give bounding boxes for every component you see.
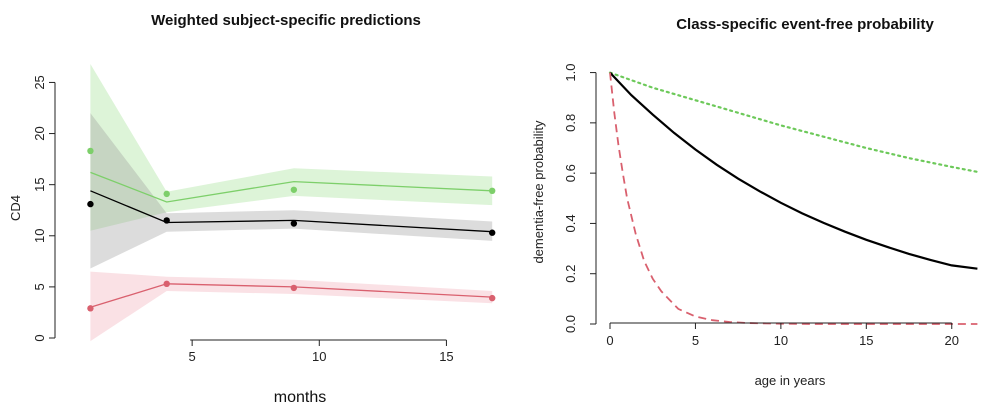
left-axes: 0 5 10 15 20 25 5 10 15 <box>32 75 454 364</box>
right-x-tick-label: 15 <box>859 333 873 348</box>
right-survival-curves <box>608 71 979 325</box>
observed-point <box>489 187 496 194</box>
left-y-tick-label: 5 <box>32 283 47 290</box>
right-y-axis-label: dementia-free probability <box>531 120 546 264</box>
confidence-band-0 <box>90 64 493 231</box>
left-y-tick-label: 10 <box>32 229 47 243</box>
observed-point <box>163 190 170 198</box>
right-x-axis-label: age in years <box>755 373 826 388</box>
left-y-tick-label: 20 <box>32 126 47 140</box>
observed-point <box>87 200 94 208</box>
left-x-tick-label: 5 <box>189 349 196 364</box>
left-y-tick-label: 25 <box>32 75 47 89</box>
confidence-band-1 <box>90 113 493 269</box>
survival-curve-0 <box>608 71 979 173</box>
right-y-tick-label: 0.0 <box>563 315 578 333</box>
right-y-tick-label: 0.6 <box>563 164 578 182</box>
right-y-tick-label: 0.8 <box>563 114 578 132</box>
observed-point <box>163 217 170 224</box>
observed-point <box>290 186 298 193</box>
confidence-band-2 <box>90 271 493 342</box>
prediction-line-0 <box>90 171 493 203</box>
right-axes: 0.0 0.2 0.4 0.6 0.8 1.0 0 5 10 15 20 <box>563 64 959 348</box>
left-y-tick-label: 0 <box>32 334 47 341</box>
observed-point <box>290 220 298 227</box>
right-x-tick-label: 10 <box>774 333 788 348</box>
left-prediction-lines <box>90 171 493 308</box>
prediction-line-2 <box>90 283 493 308</box>
left-x-axis-label: months <box>274 389 326 406</box>
survival-curve-2 <box>609 72 978 325</box>
left-chart-title: Weighted subject-specific predictions <box>151 12 421 29</box>
right-x-tick-label: 5 <box>692 333 699 348</box>
right-x-tick-label: 0 <box>606 333 613 348</box>
left-y-tick-label: 15 <box>32 177 47 191</box>
observed-point <box>163 280 170 288</box>
observed-point <box>489 229 496 236</box>
left-y-axis-label: CD4 <box>8 195 23 221</box>
left-confidence-bands <box>90 64 493 342</box>
left-x-tick-label: 15 <box>439 349 453 364</box>
observed-point <box>489 294 496 302</box>
right-y-tick-label: 0.2 <box>563 265 578 283</box>
left-observed-points <box>87 147 496 312</box>
left-x-tick-label: 10 <box>312 349 326 364</box>
right-chart-title: Class-specific event-free probability <box>676 16 934 33</box>
prediction-line-1 <box>90 190 493 233</box>
observed-point <box>87 147 94 155</box>
right-x-tick-label: 20 <box>945 333 959 348</box>
right-y-tick-label: 1.0 <box>563 64 578 82</box>
observed-point <box>87 305 94 312</box>
right-y-tick-label: 0.4 <box>563 214 578 232</box>
observed-point <box>290 284 298 292</box>
survival-curve-1 <box>609 71 978 270</box>
